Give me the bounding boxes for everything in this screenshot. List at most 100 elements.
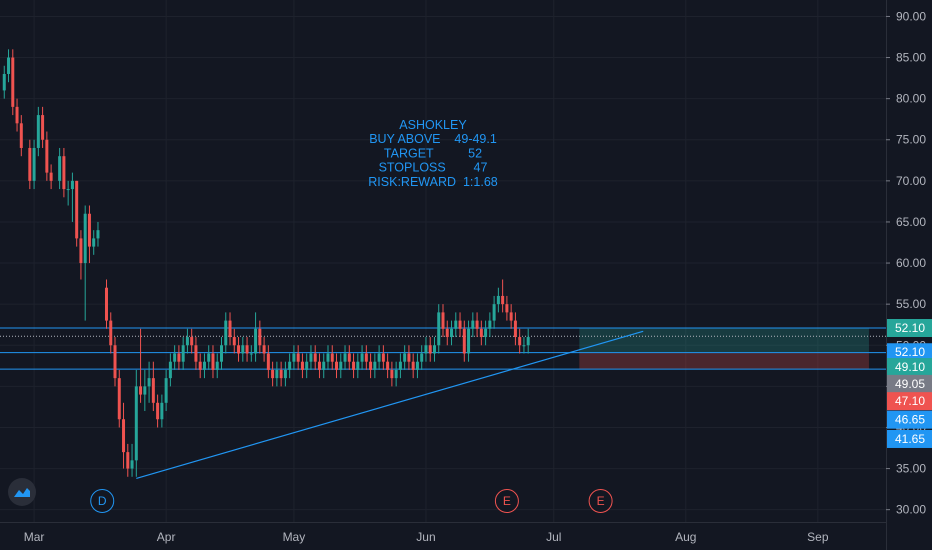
candle-body	[479, 328, 483, 338]
candle-body	[185, 337, 189, 346]
candle-body	[254, 328, 258, 354]
candle-body	[271, 369, 275, 379]
price-label-box	[887, 429, 932, 448]
time-axis[interactable]: Mar Apr May Jun Jul Aug Sep	[0, 522, 886, 545]
candle-body	[356, 361, 360, 370]
y-tick-label: 65.00	[896, 215, 926, 229]
candle-body	[275, 369, 279, 379]
candle-body	[390, 369, 394, 379]
candle-body	[445, 328, 449, 338]
price-label-text: 47.10	[895, 394, 925, 408]
profit-zone	[579, 327, 869, 353]
y-tick-label: 70.00	[896, 174, 926, 188]
candle-body	[181, 345, 185, 362]
candle-body	[177, 353, 181, 362]
candle-body	[428, 345, 432, 354]
candle-body	[258, 328, 262, 346]
y-tick-label: 85.00	[896, 51, 926, 65]
candle-body	[424, 345, 428, 354]
candle-body	[232, 337, 236, 346]
price-label-text: 52.10	[895, 345, 925, 359]
candle-body	[75, 180, 79, 239]
price-label-text: 46.65	[895, 413, 925, 427]
candle-body	[66, 189, 70, 191]
position-tool[interactable]	[579, 327, 869, 370]
candle-body	[496, 295, 500, 305]
candle-body	[373, 361, 377, 370]
candle-body	[15, 106, 19, 124]
candle-body	[471, 320, 475, 329]
trend-line[interactable]	[136, 330, 644, 480]
candle-body	[266, 353, 270, 370]
candle-body	[335, 361, 339, 370]
candle-body	[339, 361, 343, 370]
candle-body	[41, 115, 45, 140]
candle-body	[104, 287, 108, 321]
candle-body	[130, 460, 134, 469]
candle-body	[398, 361, 402, 370]
annotation-line: TARGET 52	[384, 146, 482, 160]
candle-body	[377, 353, 381, 362]
candle-body	[220, 345, 223, 362]
candle-body	[305, 361, 309, 370]
candle-body	[492, 304, 496, 321]
y-tick-label: 30.00	[896, 503, 926, 517]
event-letter: D	[98, 494, 107, 508]
event-marker	[494, 489, 519, 513]
candle-body	[509, 312, 513, 321]
candle-body	[518, 337, 522, 346]
candle-body	[139, 386, 143, 395]
price-axis[interactable]: 30.0035.0040.0045.0050.0055.0060.0065.00…	[886, 0, 932, 550]
loss-zone	[579, 352, 869, 370]
candle-body	[79, 238, 83, 264]
candle-body	[211, 353, 215, 370]
candle-body	[62, 156, 66, 190]
candle-body	[194, 345, 198, 362]
candle-body	[164, 378, 168, 403]
candle-body	[198, 361, 202, 370]
price-label-text: 49.05	[895, 377, 925, 391]
candle-body	[134, 386, 138, 461]
candle-body	[522, 345, 526, 347]
candle-body	[249, 353, 253, 355]
tradingview-logo-icon[interactable]	[8, 478, 36, 506]
candle-body	[96, 230, 100, 239]
annotation-line: STOPLOSS 47	[379, 161, 488, 175]
candle-body	[36, 115, 40, 148]
candle-body	[352, 361, 356, 370]
annotation-line: RISK:REWARD 1:1.68	[368, 175, 497, 189]
candle-body	[58, 156, 62, 181]
candle-body	[32, 147, 36, 181]
candle-body	[83, 213, 87, 264]
candle-body	[407, 353, 411, 362]
candle-body	[173, 353, 177, 362]
annotation-line: BUY ABOVE 49-49.1	[369, 132, 497, 146]
price-label-box	[887, 343, 932, 362]
x-tick-label: Apr	[157, 530, 176, 544]
price-label-box	[887, 392, 932, 411]
candle-body	[403, 353, 407, 362]
candle-body	[224, 320, 228, 346]
candle-body	[2, 73, 6, 91]
candle-body	[513, 320, 517, 338]
event-letter: E	[503, 494, 511, 508]
x-tick-label: Aug	[675, 530, 696, 544]
candle-body	[245, 345, 249, 354]
event-marker	[588, 489, 613, 513]
y-tick-label: 80.00	[896, 92, 926, 106]
candle-body	[420, 353, 424, 362]
candle-body	[202, 361, 206, 370]
candle-body	[330, 353, 334, 362]
candle-body	[296, 353, 300, 362]
candles	[2, 49, 530, 477]
candle-body	[386, 361, 390, 370]
candle-body	[292, 353, 296, 362]
annotation-line: ASHOKLEY	[399, 118, 467, 132]
grid-lines	[0, 0, 886, 522]
candle-body	[432, 345, 436, 354]
candle-body	[467, 328, 471, 354]
candle-body	[7, 57, 11, 74]
